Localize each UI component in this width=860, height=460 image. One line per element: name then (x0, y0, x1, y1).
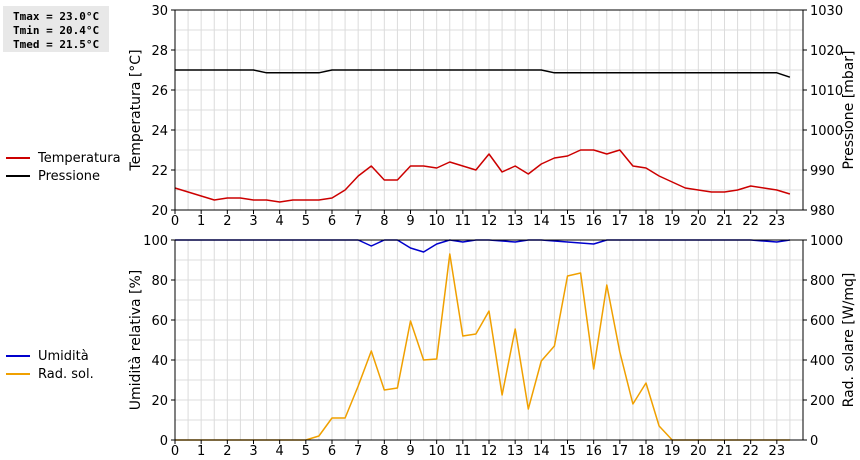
x-tick-label: 11 (455, 444, 472, 459)
x-tick-label: 23 (769, 444, 786, 459)
y2-axis-title-0: Pressione [mbar] (841, 50, 857, 169)
x-tick-label: 1 (197, 214, 205, 229)
x-tick-label: 17 (612, 214, 629, 229)
x-tick-label: 3 (249, 444, 257, 459)
x-tick-label: 22 (742, 214, 759, 229)
x-tick-label: 23 (769, 214, 786, 229)
x-tick-label: 14 (533, 444, 550, 459)
y-tick-label: 60 (151, 314, 168, 329)
x-tick-label: 18 (638, 214, 655, 229)
x-tick-label: 12 (481, 214, 498, 229)
x-tick-label: 4 (276, 444, 284, 459)
y-axis-title-1: Umidità relativa [%] (128, 270, 144, 411)
x-tick-label: 0 (171, 214, 179, 229)
x-tick-label: 16 (585, 444, 602, 459)
x-tick-label: 9 (406, 444, 414, 459)
x-tick-label: 6 (328, 214, 336, 229)
y2-tick-label: 200 (810, 394, 835, 409)
x-tick-label: 7 (354, 444, 362, 459)
x-tick-label: 19 (664, 444, 681, 459)
legend-label-0-1: Pressione (38, 169, 100, 184)
x-tick-label: 2 (223, 214, 231, 229)
y2-tick-label: 1000 (810, 124, 843, 139)
y-tick-label: 0 (160, 434, 168, 449)
y-tick-label: 30 (151, 4, 168, 19)
tmax-text: Tmax = 23.0°C (13, 10, 100, 23)
x-tick-label: 11 (455, 214, 472, 229)
y2-tick-label: 980 (810, 204, 835, 219)
x-tick-label: 1 (197, 444, 205, 459)
x-tick-label: 13 (507, 214, 524, 229)
y-tick-label: 80 (151, 274, 168, 289)
x-tick-label: 15 (559, 444, 576, 459)
x-tick-label: 12 (481, 444, 498, 459)
x-tick-label: 5 (302, 214, 310, 229)
y-tick-label: 100 (143, 234, 168, 249)
series-line-0-1 (175, 69, 791, 78)
y-tick-label: 20 (151, 204, 168, 219)
x-tick-label: 22 (742, 444, 759, 459)
x-tick-label: 8 (380, 444, 388, 459)
x-tick-label: 10 (428, 444, 445, 459)
x-tick-label: 0 (171, 444, 179, 459)
y2-tick-label: 1020 (810, 44, 843, 59)
y2-tick-label: 990 (810, 164, 835, 179)
y2-tick-label: 800 (810, 274, 835, 289)
y-tick-label: 28 (151, 44, 168, 59)
x-tick-label: 9 (406, 214, 414, 229)
x-tick-label: 6 (328, 444, 336, 459)
x-tick-label: 2 (223, 444, 231, 459)
x-tick-label: 8 (380, 214, 388, 229)
y2-tick-label: 0 (810, 434, 818, 449)
x-tick-label: 16 (585, 214, 602, 229)
x-tick-label: 20 (690, 214, 707, 229)
tmed-text: Tmed = 21.5°C (13, 38, 100, 51)
y-tick-label: 22 (151, 164, 168, 179)
y-tick-label: 26 (151, 84, 168, 99)
x-tick-label: 7 (354, 214, 362, 229)
x-tick-label: 10 (428, 214, 445, 229)
y2-tick-label: 1000 (810, 234, 843, 249)
legend-label-1-0: Umidità (38, 349, 89, 364)
stats-box: Tmax = 23.0°C Tmin = 20.4°C Tmed = 21.5°… (3, 6, 109, 52)
x-tick-label: 18 (638, 444, 655, 459)
y-tick-label: 20 (151, 394, 168, 409)
y-tick-label: 24 (151, 124, 168, 139)
x-tick-label: 3 (249, 214, 257, 229)
legend-label-0-0: Temperatura (37, 151, 121, 166)
tmin-text: Tmin = 20.4°C (13, 24, 100, 37)
y2-axis-title-1: Rad. solare [W/mq] (841, 273, 857, 408)
x-tick-label: 20 (690, 444, 707, 459)
legend-label-1-1: Rad. sol. (38, 367, 94, 382)
x-tick-label: 5 (302, 444, 310, 459)
x-tick-label: 13 (507, 444, 524, 459)
y2-tick-label: 1010 (810, 84, 843, 99)
x-tick-label: 21 (716, 444, 733, 459)
x-tick-label: 14 (533, 214, 550, 229)
y2-tick-label: 400 (810, 354, 835, 369)
series-line-0-0 (174, 149, 791, 203)
y2-tick-label: 600 (810, 314, 835, 329)
x-tick-label: 19 (664, 214, 681, 229)
y-axis-title-0: Temperatura [°C] (128, 49, 144, 171)
x-tick-label: 15 (559, 214, 576, 229)
x-tick-label: 4 (276, 214, 284, 229)
x-tick-label: 21 (716, 214, 733, 229)
x-tick-label: 17 (612, 444, 629, 459)
series-line-1-1 (175, 253, 790, 441)
y-tick-label: 40 (151, 354, 168, 369)
y2-tick-label: 1030 (810, 4, 843, 19)
